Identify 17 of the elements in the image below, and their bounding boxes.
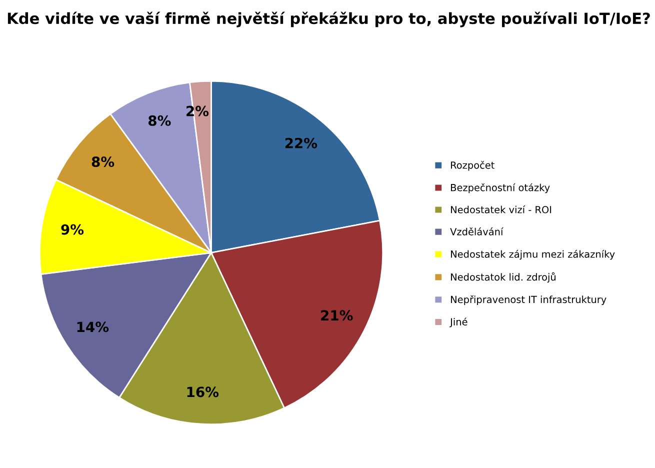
data-label: 21%	[321, 310, 353, 321]
chart-title: Kde vidíte ve vaší firmě největší překážku pro to, abyste používali IoT/IoE?	[8, 12, 650, 28]
data-label: 9%	[61, 224, 84, 235]
legend-label: Nepřipravenost IT infrastruktury	[451, 295, 606, 306]
legend-label: Nedostatek zájmu mezi zákazníky	[451, 250, 615, 260]
legend-label: Nedostatek vizí - ROI	[451, 205, 552, 214]
data-label: 22%	[285, 138, 318, 148]
legend-label: Vzdělávání	[450, 227, 504, 236]
legend-label: Rozpočet	[451, 160, 494, 171]
data-label: 16%	[187, 386, 219, 398]
legend-label: Bezpečnostní otázky	[451, 183, 550, 194]
legend-label: Nedostatok lid. zdrojů	[451, 272, 556, 283]
data-label: 14%	[77, 322, 109, 332]
data-label: 8%	[92, 156, 114, 168]
legend-label: Jiné	[450, 318, 468, 328]
data-label: 8%	[148, 115, 171, 126]
data-label: 2%	[186, 106, 209, 116]
